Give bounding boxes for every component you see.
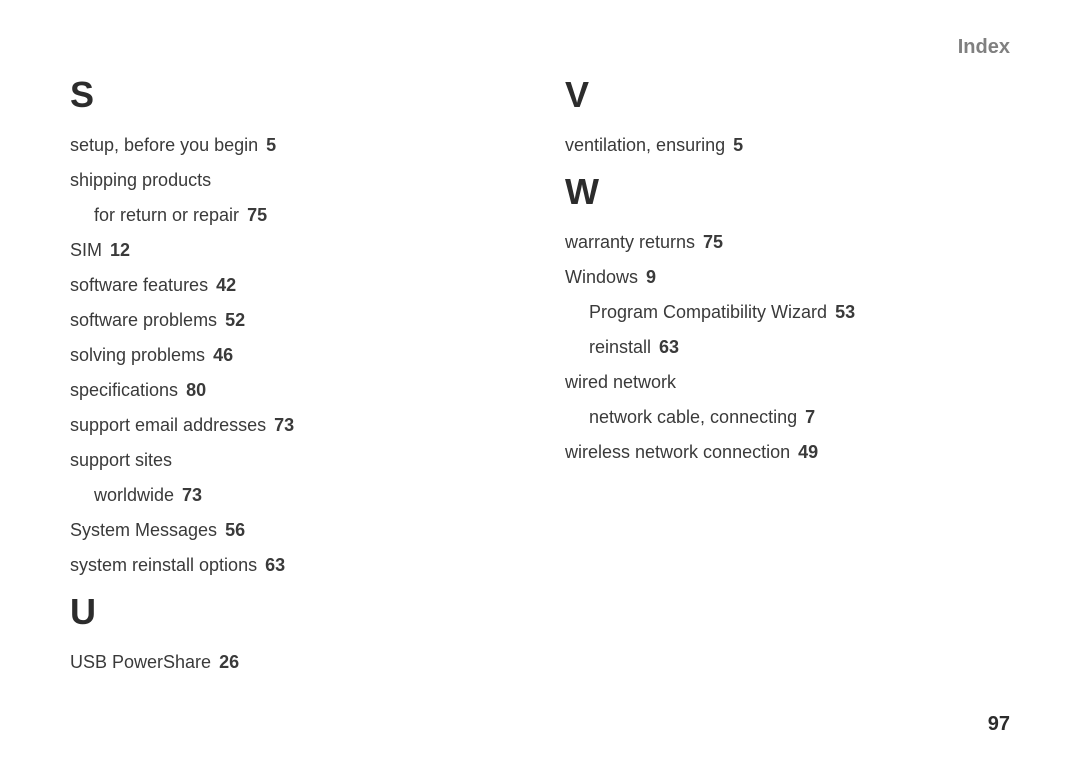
entry-text: support email addresses [70,408,266,443]
index-entry: setup, before you begin5 [70,128,515,163]
index-entry: reinstall63 [565,330,1010,365]
entry-page: 75 [247,198,267,233]
entry-page: 42 [216,268,236,303]
right-column: V ventilation, ensuring5 W warranty retu… [565,74,1010,680]
entry-text: worldwide [94,478,174,513]
entry-page: 5 [733,128,743,163]
entry-text: wireless network connection [565,435,790,470]
entry-text: warranty returns [565,225,695,260]
entry-text: wired network [565,365,676,400]
index-entry: warranty returns75 [565,225,1010,260]
entry-page: 73 [182,478,202,513]
index-entry: software features42 [70,268,515,303]
entry-text: shipping products [70,163,211,198]
index-entry: System Messages56 [70,513,515,548]
entry-page: 73 [274,408,294,443]
entry-page: 80 [186,373,206,408]
index-entry: wired network [565,365,1010,400]
entry-page: 63 [265,548,285,583]
entry-page: 63 [659,330,679,365]
index-entry: specifications80 [70,373,515,408]
entry-page: 9 [646,260,656,295]
index-entry: support email addresses73 [70,408,515,443]
entry-page: 46 [213,338,233,373]
entry-text: reinstall [589,330,651,365]
entry-text: specifications [70,373,178,408]
index-columns: S setup, before you begin5 shipping prod… [70,74,1010,680]
section-letter-w: W [565,171,1010,213]
entry-text: system reinstall options [70,548,257,583]
entry-text: software features [70,268,208,303]
entry-text: for return or repair [94,198,239,233]
entry-page: 7 [805,400,815,435]
entry-text: Windows [565,260,638,295]
entry-page: 52 [225,303,245,338]
index-entry: shipping products [70,163,515,198]
entry-text: USB PowerShare [70,645,211,680]
entry-page: 49 [798,435,818,470]
index-entry: support sites [70,443,515,478]
entry-text: network cable, connecting [589,400,797,435]
entry-text: support sites [70,443,172,478]
index-entry: solving problems46 [70,338,515,373]
page-number: 97 [988,713,1010,736]
index-entry: USB PowerShare26 [70,645,515,680]
page-header-title: Index [958,36,1010,59]
entry-page: 56 [225,513,245,548]
entry-text: SIM [70,233,102,268]
index-entry: Windows9 [565,260,1010,295]
section-letter-s: S [70,74,515,116]
entry-text: Program Compatibility Wizard [589,295,827,330]
index-entry: worldwide73 [70,478,515,513]
index-entry: Program Compatibility Wizard53 [565,295,1010,330]
index-entry: for return or repair75 [70,198,515,233]
entry-text: System Messages [70,513,217,548]
section-letter-v: V [565,74,1010,116]
entry-text: setup, before you begin [70,128,258,163]
index-entry: system reinstall options63 [70,548,515,583]
entry-text: ventilation, ensuring [565,128,725,163]
entry-page: 12 [110,233,130,268]
left-column: S setup, before you begin5 shipping prod… [70,74,515,680]
entry-text: software problems [70,303,217,338]
section-letter-u: U [70,591,515,633]
index-entry: software problems52 [70,303,515,338]
entry-page: 53 [835,295,855,330]
entry-page: 26 [219,645,239,680]
index-entry: network cable, connecting7 [565,400,1010,435]
index-entry: wireless network connection49 [565,435,1010,470]
index-entry: SIM12 [70,233,515,268]
index-entry: ventilation, ensuring5 [565,128,1010,163]
entry-page: 75 [703,225,723,260]
entry-text: solving problems [70,338,205,373]
entry-page: 5 [266,128,276,163]
